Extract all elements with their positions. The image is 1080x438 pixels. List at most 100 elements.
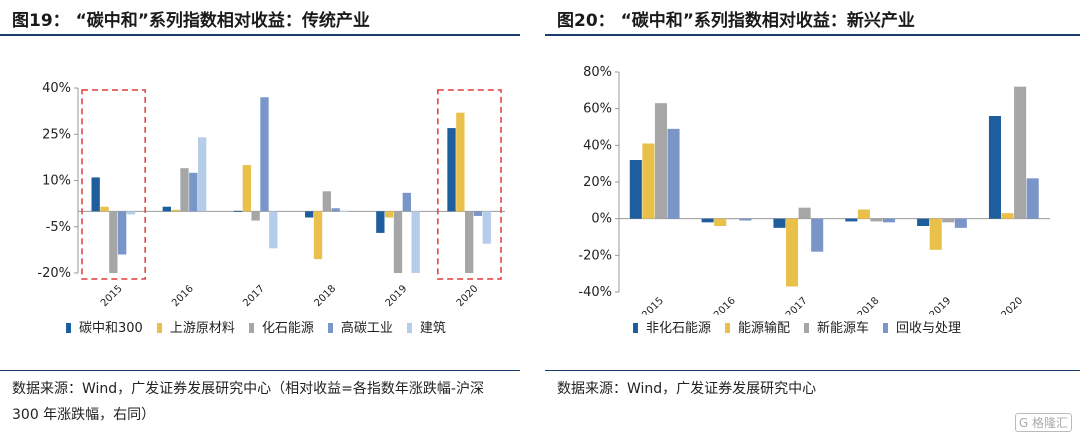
x-tick-label: 2015 — [640, 295, 666, 315]
x-tick-label: 2017 — [241, 283, 267, 309]
bar-2019-3 — [393, 211, 403, 273]
highlight-box-2015 — [81, 89, 146, 280]
legend-label: 化石能源 — [261, 321, 314, 336]
chart-panel-emerging: 图20： “碳中和”系列指数相对收益：新兴产业 80% 60% 40% 20% 0% -2… — [545, 0, 1080, 438]
figure-title: 图19： “碳中和”系列指数相对收益：传统产业 — [12, 11, 370, 31]
legend-swatch — [633, 323, 638, 333]
bar-2017-4 — [811, 218, 824, 252]
y-tick-label: -20% — [37, 266, 71, 281]
legend-label: 高碳工业 — [340, 321, 393, 336]
bar-2017-3 — [251, 211, 260, 221]
bar-2018-4 — [882, 218, 896, 223]
legend-label: 碳中和300 — [79, 321, 143, 336]
y-tick-label: 0% — [591, 212, 612, 227]
bar-2016-3 — [726, 218, 739, 220]
legend-swatch — [406, 323, 412, 333]
bar-2019-2 — [385, 211, 394, 218]
y-tick-label: 25% — [42, 127, 71, 142]
source-note: 数据来源：Wind，广发证券发展研究中心（相对收益=各指数年涨跌幅-沪深 300… — [12, 381, 484, 423]
bar-2020-2 — [1001, 213, 1014, 219]
bar-2015-4 — [667, 128, 680, 219]
y-tick-label: 20% — [583, 175, 612, 190]
bar-2020-4 — [1026, 178, 1039, 219]
legend-item: 碳中和300 — [66, 317, 143, 336]
bar-2019-1 — [917, 218, 930, 226]
bar-2020-2 — [456, 112, 465, 212]
legend-item: 上游原材料 — [156, 317, 235, 336]
y-tick-label: 60% — [583, 102, 612, 117]
bar-2016-2 — [171, 209, 180, 212]
watermark-logo: G 格隆汇 — [1014, 413, 1072, 432]
bar-2018-1 — [845, 218, 858, 222]
title-rule — [545, 34, 1080, 36]
bar-2019-1 — [376, 211, 385, 233]
x-tick-label: 2015 — [99, 283, 125, 309]
bar-2015-4 — [118, 211, 127, 255]
legend-item: 能源输配 — [725, 317, 790, 336]
bar-2017-5 — [269, 211, 278, 249]
bar-2018-2 — [857, 209, 870, 219]
x-tick-label: 2016 — [712, 295, 738, 315]
bar-2019-4 — [954, 218, 967, 228]
bar-2015-1 — [91, 177, 100, 212]
bar-2020-5 — [482, 211, 491, 244]
source-rule — [545, 370, 1080, 371]
bar-2017-2 — [786, 218, 799, 287]
bar-chart-traditional: 40% 25% 10% -5% -20% 2015 2016 2017 2018 2019 2020 — [37, 81, 505, 309]
bar-2015-5 — [126, 211, 136, 215]
legend-item: 化石能源 — [248, 317, 314, 336]
chart-legend: 碳中和300 上游原材料 化石能源 高碳工业 建筑 — [66, 317, 460, 336]
legend-item: 回收与处理 — [883, 317, 961, 336]
legend-swatch — [327, 323, 333, 333]
bar-2016-2 — [714, 218, 727, 226]
y-tick-label: 10% — [42, 174, 71, 189]
x-tick-label: 2019 — [384, 283, 410, 309]
bar-2020-1 — [447, 128, 456, 212]
bar-2015-2 — [100, 206, 109, 212]
legend-label: 新能源车 — [817, 321, 870, 336]
bar-2016-1 — [701, 218, 714, 223]
source-rule — [0, 370, 520, 371]
bar-2017-4 — [260, 97, 269, 212]
bar-2018-3 — [322, 191, 331, 212]
legend-label: 上游原材料 — [169, 321, 235, 336]
chart-legend: 非化石能源 能源输配 新能源车 回收与处理 — [633, 317, 975, 336]
bar-2016-5 — [197, 137, 207, 212]
x-tick-label: 2018 — [856, 295, 882, 315]
legend-swatch — [725, 323, 731, 333]
bar-2017-1 — [233, 210, 243, 212]
title-rule — [0, 34, 520, 36]
bar-2016-4 — [189, 172, 198, 212]
bar-2020-4 — [473, 211, 483, 216]
bar-2017-3 — [798, 207, 811, 219]
bar-2018-4 — [331, 208, 340, 212]
bar-2017-1 — [773, 218, 786, 228]
bar-chart-emerging: 80% 60% 40% 20% 0% -20% -40% 2015 2016 2017 2018 20… — [578, 65, 1050, 315]
legend-label: 能源输配 — [738, 321, 791, 336]
bar-2016-4 — [739, 218, 752, 221]
legend-item: 建筑 — [406, 317, 446, 336]
legend-swatch — [804, 323, 810, 333]
bar-2019-2 — [929, 218, 942, 250]
bar-2019-3 — [942, 218, 955, 223]
bar-2015-1 — [629, 160, 642, 219]
bar-2018-5 — [340, 210, 349, 212]
y-tick-label: -5% — [46, 220, 71, 235]
y-tick-label: 40% — [583, 138, 612, 153]
y-tick-label: 80% — [583, 65, 612, 80]
bar-2018-2 — [313, 211, 323, 260]
bar-2017-2 — [242, 165, 251, 212]
legend-label: 回收与处理 — [896, 321, 962, 336]
legend-item: 非化石能源 — [633, 317, 711, 336]
bar-2018-1 — [305, 211, 314, 218]
bar-2016-1 — [162, 206, 172, 212]
y-tick-label: -20% — [578, 248, 612, 263]
bar-2020-3 — [465, 211, 474, 273]
legend-label: 建筑 — [419, 321, 446, 336]
bar-2019-4 — [402, 192, 411, 212]
bar-2020-3 — [1014, 86, 1027, 219]
legend-swatch — [883, 323, 889, 333]
bar-2016-3 — [180, 168, 189, 212]
legend-swatch — [156, 323, 162, 333]
legend-swatch — [248, 323, 254, 333]
